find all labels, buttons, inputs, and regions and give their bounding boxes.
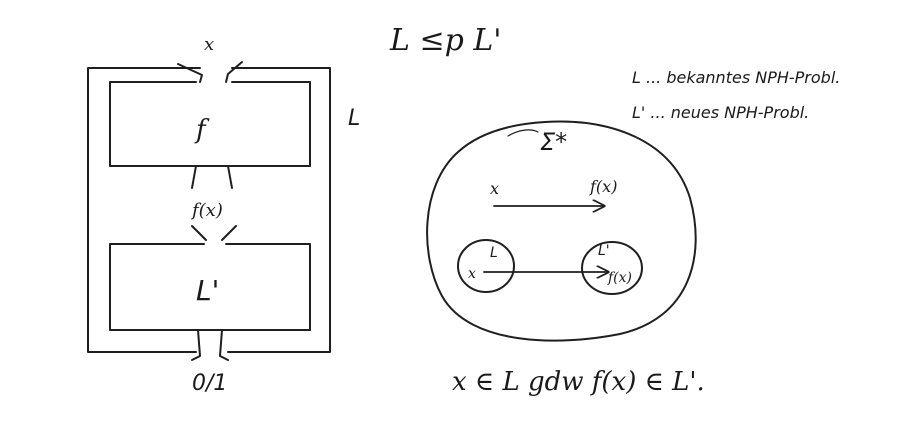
input-arrow-right xyxy=(225,61,243,83)
sigma-star-boundary xyxy=(426,120,697,342)
connector-f-right xyxy=(227,165,233,189)
sigma-label-pointer xyxy=(507,129,539,137)
connector-lp-left xyxy=(191,225,207,241)
input-arrow-left xyxy=(177,63,203,83)
reduction-machine: L x f f(x) L' 0/1 xyxy=(87,34,360,396)
set-l-element: x xyxy=(468,266,476,282)
mapping-source-label: x xyxy=(490,179,499,198)
note-new-problem: L' ... neues NPH-Probl. xyxy=(632,103,809,122)
box-lprime xyxy=(109,243,311,331)
box-f xyxy=(109,81,311,167)
input-label: x xyxy=(204,34,214,55)
set-lprime xyxy=(581,241,643,295)
box-lprime-label: L' xyxy=(196,274,219,307)
connector-lp-right xyxy=(221,225,237,241)
set-lprime-label: L' xyxy=(598,243,610,259)
output-arrow-right xyxy=(219,329,229,361)
heading-reduction: L ≤p L' xyxy=(389,23,502,58)
mapping-target-label: f(x) xyxy=(589,177,617,196)
set-l-label: L xyxy=(490,245,498,261)
output-arrow-left xyxy=(191,329,201,361)
output-label: 0/1 xyxy=(192,371,227,396)
outer-label: L xyxy=(348,106,360,131)
note-known-problem: L ... bekanntes NPH-Probl. xyxy=(632,68,840,87)
intermediate-label: f(x) xyxy=(190,200,223,221)
universe-diagram: Σ* x f(x) L x L' f(x) xyxy=(426,120,697,342)
sigma-star-label: Σ* xyxy=(540,128,567,156)
set-l xyxy=(457,239,515,293)
set-lprime-element: f(x) xyxy=(607,270,632,286)
connector-f-left xyxy=(191,165,197,189)
equivalence-statement: x ∈ L gdw f(x) ∈ L'. xyxy=(452,367,705,397)
outer-frame-left xyxy=(87,67,201,353)
outer-frame-right xyxy=(227,67,331,353)
box-f-label: f xyxy=(194,115,210,145)
